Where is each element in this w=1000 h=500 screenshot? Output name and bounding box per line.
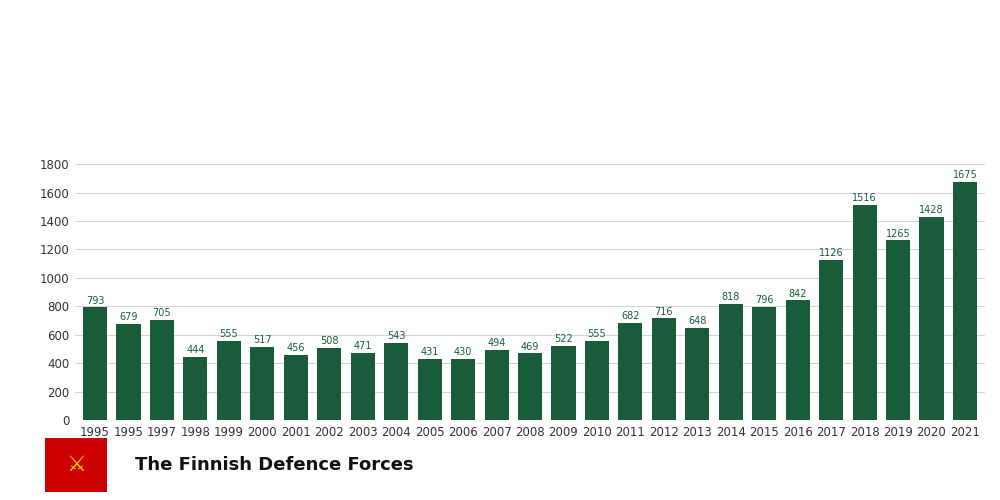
Bar [351, 353, 375, 420]
Text: The Finnish Defence Forces: The Finnish Defence Forces [135, 456, 414, 474]
Bar [618, 323, 642, 420]
Bar [652, 318, 676, 420]
Bar [719, 304, 743, 420]
Text: 679: 679 [119, 312, 138, 322]
Text: 430: 430 [454, 347, 472, 357]
Text: 1675: 1675 [953, 170, 977, 180]
Text: 508: 508 [320, 336, 339, 346]
Text: 793: 793 [86, 296, 104, 306]
Text: 1126: 1126 [819, 248, 843, 258]
Text: 716: 716 [655, 306, 673, 316]
Bar [484, 350, 509, 420]
Text: 471: 471 [353, 342, 372, 351]
Text: 469: 469 [521, 342, 539, 351]
Bar [183, 357, 207, 420]
Bar [150, 320, 174, 420]
Bar [819, 260, 843, 420]
Text: 517: 517 [253, 335, 272, 345]
Text: 818: 818 [722, 292, 740, 302]
Text: 555: 555 [588, 330, 606, 340]
Bar [518, 354, 542, 420]
Text: ⚔: ⚔ [66, 455, 86, 475]
Text: 1516: 1516 [852, 193, 877, 203]
Bar [384, 343, 408, 420]
Text: 705: 705 [153, 308, 171, 318]
Bar [786, 300, 810, 420]
Text: 543: 543 [387, 331, 405, 341]
Text: 431: 431 [420, 347, 439, 357]
Bar [551, 346, 576, 420]
Bar [853, 204, 877, 420]
Bar [953, 182, 977, 420]
Bar [919, 217, 944, 420]
Bar [250, 346, 274, 420]
Bar [217, 341, 241, 420]
Bar [886, 240, 910, 420]
Bar [418, 359, 442, 420]
Text: 522: 522 [554, 334, 573, 344]
Text: 842: 842 [788, 288, 807, 298]
Text: In previous years, the applications submitted: In previous years, the applications subm… [70, 39, 542, 59]
Text: for the voluntary military service for women: for the voluntary military service for w… [70, 88, 531, 108]
Bar [317, 348, 341, 420]
Bar [451, 359, 475, 420]
Text: 648: 648 [688, 316, 706, 326]
Bar [685, 328, 709, 420]
Bar [116, 324, 141, 420]
Text: 494: 494 [487, 338, 506, 348]
Bar [83, 308, 107, 420]
Text: 796: 796 [755, 295, 773, 305]
Bar [752, 307, 776, 420]
Text: 1428: 1428 [919, 206, 944, 216]
Bar [585, 341, 609, 420]
Bar [284, 355, 308, 420]
Text: 1265: 1265 [886, 228, 910, 238]
Text: 555: 555 [220, 330, 238, 340]
FancyBboxPatch shape [45, 438, 107, 492]
Text: 456: 456 [287, 344, 305, 353]
Text: 444: 444 [186, 345, 205, 355]
Text: 682: 682 [621, 312, 640, 322]
